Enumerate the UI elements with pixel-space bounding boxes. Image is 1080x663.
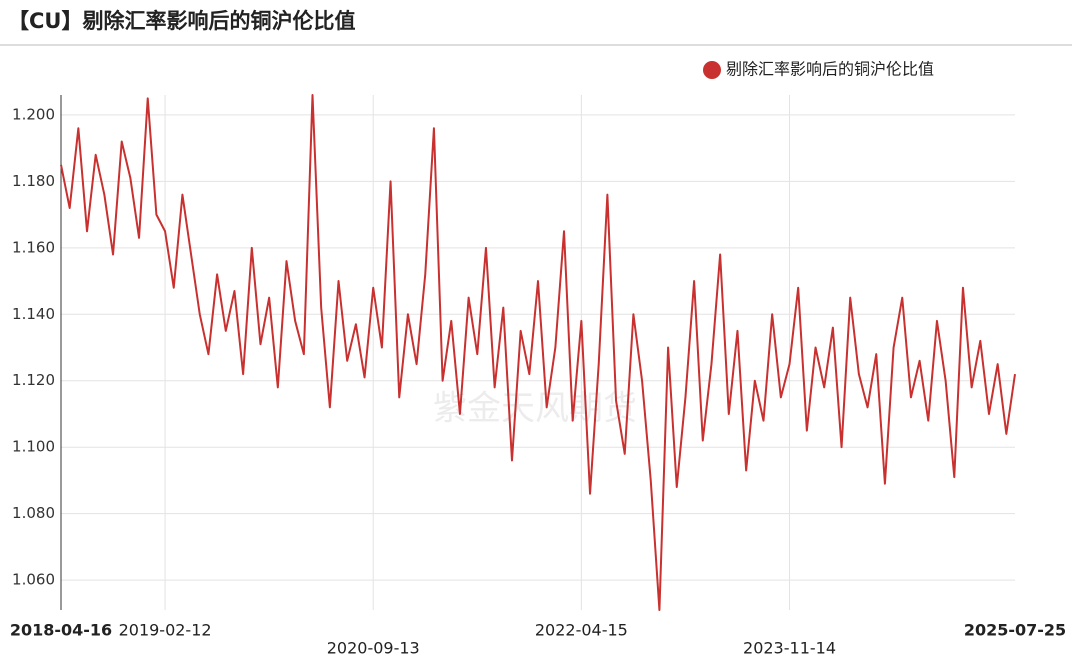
y-tick-label: 1.160 (12, 238, 55, 256)
y-tick-label: 1.140 (12, 305, 55, 323)
y-tick-label: 1.180 (12, 172, 55, 190)
legend-marker (703, 61, 721, 79)
y-tick-label: 1.120 (12, 371, 55, 389)
y-tick-label: 1.080 (12, 504, 55, 522)
legend-label: 剔除汇率影响后的铜沪伦比值 (726, 60, 934, 79)
chart-title: 【CU】剔除汇率影响后的铜沪伦比值 (8, 9, 355, 33)
x-tick-label: 2022-04-15 (535, 621, 628, 640)
y-tick-label: 1.060 (12, 571, 55, 589)
y-tick-label: 1.200 (12, 105, 55, 123)
x-tick-label: 2019-02-12 (119, 621, 212, 640)
x-tick-label: 2023-11-14 (743, 639, 836, 658)
x-tick-label: 2025-07-25 (964, 621, 1066, 640)
series-line (60, 94, 1016, 611)
x-tick-label: 2020-09-13 (327, 639, 420, 658)
watermark: 紫金天风期货 (433, 389, 637, 429)
y-tick-label: 1.100 (12, 438, 55, 456)
x-tick-label: 2018-04-16 (10, 621, 112, 640)
